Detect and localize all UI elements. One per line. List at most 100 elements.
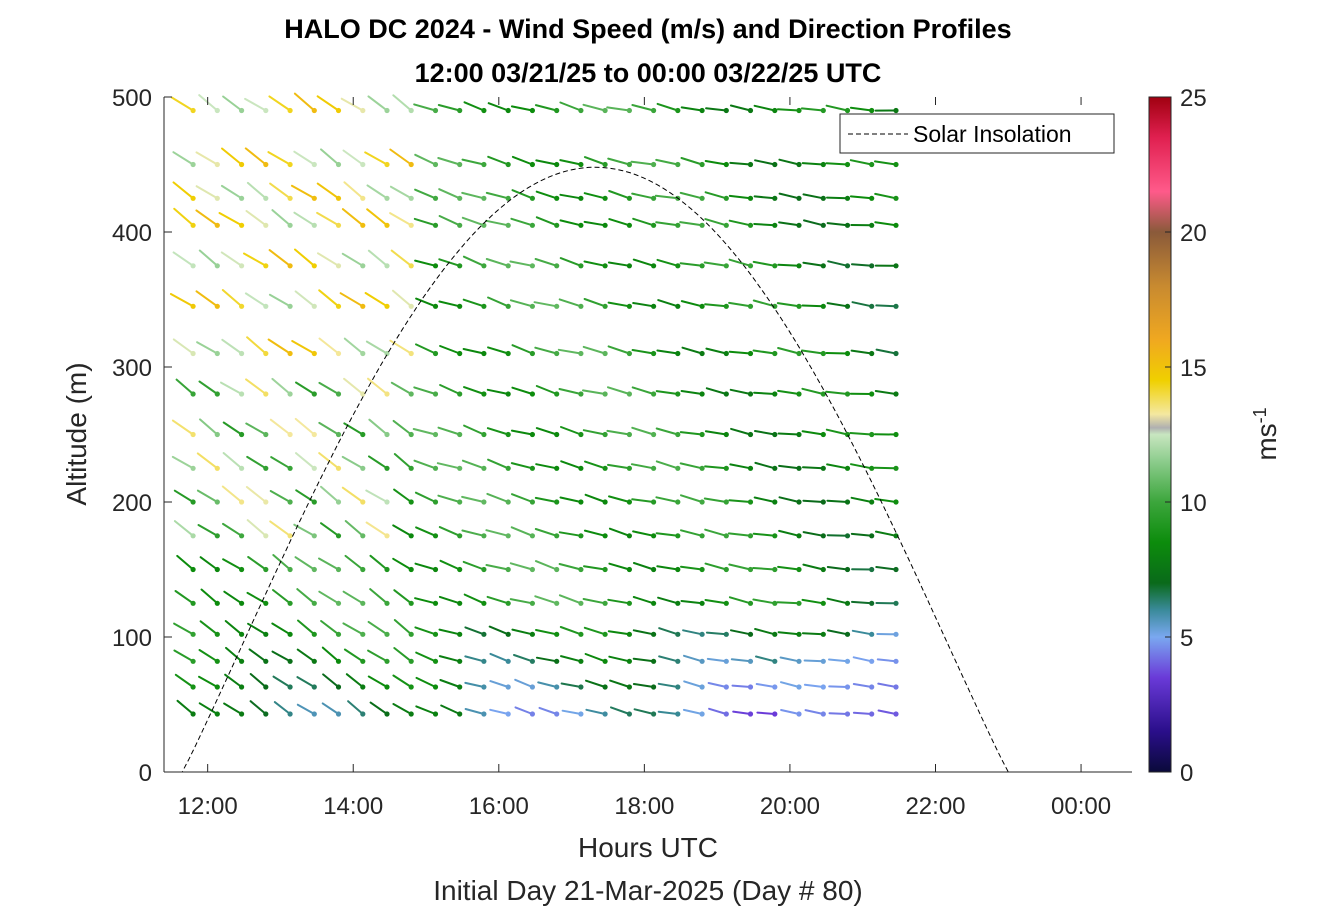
wind-arrow-shaft (777, 347, 800, 355)
wind-arrow-shaft (487, 346, 510, 355)
colorbar-tick-label: 20 (1180, 220, 1207, 247)
wind-arrow-head (481, 350, 487, 357)
wind-arrow-head (335, 303, 342, 309)
wind-arrow-head (263, 107, 269, 114)
wind-arrow-shaft (704, 160, 728, 166)
wind-arrow-head (893, 533, 899, 539)
wind-arrow-shaft (704, 528, 728, 537)
wind-arrow-shaft (584, 653, 607, 663)
wind-arrow-head (554, 222, 560, 228)
wind-arrow-head (554, 350, 560, 357)
wind-arrow-shaft (389, 148, 413, 166)
wind-arrow-head (578, 263, 584, 269)
wind-arrow-shaft (753, 391, 776, 395)
wind-arrow-head (408, 263, 414, 269)
wind-arrow-shaft (390, 381, 413, 395)
wind-arrow-shaft (393, 488, 413, 503)
wind-arrow-head (505, 600, 511, 606)
wind-arrow-shaft (196, 452, 219, 470)
wind-arrow-head (675, 263, 681, 269)
wind-arrow-shaft (658, 655, 679, 663)
wind-arrow-head (481, 303, 487, 309)
wind-arrow-head (529, 711, 536, 717)
wind-arrow-shaft (342, 622, 364, 636)
wind-arrow-shaft (487, 458, 510, 470)
wind-arrow-head (505, 566, 511, 573)
wind-arrow-shaft (680, 106, 704, 112)
wind-arrow-shaft (826, 463, 849, 470)
wind-arrow-shaft (608, 562, 631, 571)
wind-arrow-shaft (607, 301, 631, 308)
wind-arrow-head (844, 350, 851, 357)
wind-arrow-head (699, 600, 705, 606)
wind-arrow-head (869, 391, 875, 397)
wind-arrow-shaft (318, 421, 340, 436)
wind-arrow-shaft (656, 349, 679, 355)
wind-arrow-head (699, 465, 705, 471)
plot-area: 12:00 14:00 16:00 18:00 20:00 22:00 00:00 0 100… (112, 85, 1132, 820)
wind-arrow-head (723, 499, 729, 505)
wind-arrow-shaft (754, 430, 776, 436)
wind-arrow-shaft (703, 497, 728, 503)
wind-arrow-shaft (728, 219, 752, 227)
wind-arrow-head (335, 684, 342, 690)
wind-arrow-head (408, 391, 414, 397)
wind-arrow-head (457, 600, 463, 606)
wind-arrow-shaft (169, 293, 195, 308)
wind-arrow-shaft (558, 531, 582, 537)
wind-arrow-shaft (583, 298, 607, 308)
wind-arrow-head (263, 533, 269, 539)
wind-arrow-head (263, 222, 269, 228)
wind-arrow-head (844, 499, 851, 505)
wind-arrow-shaft (222, 558, 243, 571)
wind-arrow-shaft (173, 520, 195, 537)
wind-arrow-shaft (439, 679, 461, 688)
wind-arrow-head (699, 195, 705, 201)
wind-arrow-shaft (509, 562, 534, 571)
wind-arrow-head (384, 350, 390, 357)
wind-arrow-head (626, 499, 633, 505)
wind-arrow-shaft (608, 218, 631, 227)
wind-arrow-head (529, 658, 536, 664)
wind-arrow-head (796, 222, 802, 228)
wind-arrow-head (408, 600, 414, 606)
wind-arrow-head (602, 222, 608, 228)
wind-arrow-shaft (778, 464, 800, 470)
wind-arrow-shaft (708, 707, 728, 715)
wind-arrow-shaft (368, 418, 388, 436)
wind-arrow-shaft (704, 465, 728, 470)
wind-arrow-shaft (584, 460, 607, 470)
wind-arrow-head (481, 533, 487, 539)
wind-arrow-shaft (850, 463, 873, 470)
x-tick-label: 22:00 (905, 793, 965, 820)
wind-arrow-head (360, 263, 366, 269)
wind-arrow-head (820, 566, 826, 573)
wind-arrow-head (869, 631, 875, 637)
wind-arrow-shaft (296, 648, 316, 663)
wind-arrow-head (723, 350, 729, 357)
wind-arrow-head (457, 533, 463, 539)
wind-arrow-shaft (244, 292, 267, 308)
wind-arrow-shaft (438, 628, 461, 636)
wind-arrow-shaft (414, 259, 437, 267)
wind-arrow-shaft (272, 675, 292, 688)
wind-arrow-shaft (851, 600, 873, 605)
wind-arrow-head (263, 350, 269, 357)
wind-arrow-head (820, 431, 826, 438)
wind-arrow-shaft (753, 195, 776, 200)
wind-arrow-shaft (631, 349, 655, 355)
wind-arrow-shaft (655, 427, 679, 436)
wind-arrow-head (675, 631, 681, 637)
wind-arrow-shaft (438, 300, 461, 308)
wind-arrow-head (287, 499, 293, 505)
wind-arrow-shaft (559, 193, 582, 200)
wind-arrow-shaft (510, 429, 534, 436)
wind-arrow-shaft (828, 712, 849, 715)
wind-arrow-shaft (439, 384, 461, 395)
wind-arrow-head (287, 658, 293, 664)
wind-arrow-head (311, 303, 317, 309)
wind-arrow-head (844, 161, 851, 168)
wind-arrow-shaft (511, 493, 534, 503)
wind-arrow-head (820, 465, 826, 471)
wind-arrow-shaft (728, 258, 752, 267)
